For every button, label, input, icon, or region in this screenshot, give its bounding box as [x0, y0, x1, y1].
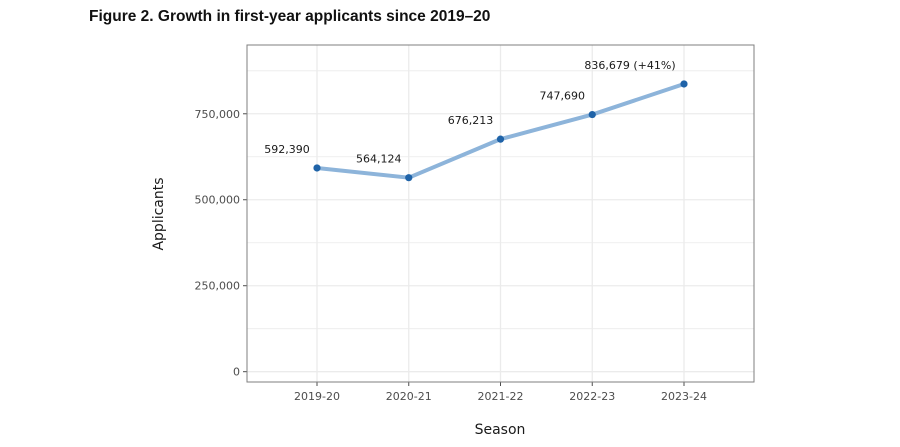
data-label: 836,679 (+41%): [584, 59, 675, 72]
x-tick-label: 2023-24: [661, 390, 707, 403]
y-tick-label: 250,000: [195, 280, 241, 293]
grid-layer: [247, 45, 754, 382]
series-layer: [313, 80, 688, 182]
data-label: 676,213: [448, 114, 494, 127]
data-point: [496, 135, 505, 143]
data-label: 747,690: [540, 90, 586, 103]
data-label-layer: 592,390 564,124 676,213 747,690 836,679 (+41…: [264, 59, 675, 166]
data-label: 592,390: [264, 143, 310, 156]
x-tick-label: 2019-20: [294, 390, 340, 403]
x-tick-label: 2020-21: [386, 390, 432, 403]
x-tick-label: 2021-22: [478, 390, 524, 403]
data-point: [313, 164, 321, 172]
x-axis-title: Season: [475, 422, 526, 438]
data-point: [680, 80, 688, 88]
axis-layer: 0 250,000 500,000 750,000 2019-20 2020-21 2021…: [195, 44, 755, 403]
data-label: 564,124: [356, 153, 402, 166]
plot-border: [246, 44, 755, 383]
y-tick-label: 750,000: [195, 108, 241, 121]
y-tick-label: 500,000: [195, 194, 241, 207]
y-axis-title: Applicants: [151, 177, 167, 250]
data-point: [588, 110, 596, 119]
figure-title: Figure 2. Growth in first-year applicant…: [89, 8, 491, 25]
y-tick-label: 0: [233, 366, 240, 379]
x-tick-label: 2022-23: [569, 390, 615, 403]
data-point: [405, 174, 413, 182]
